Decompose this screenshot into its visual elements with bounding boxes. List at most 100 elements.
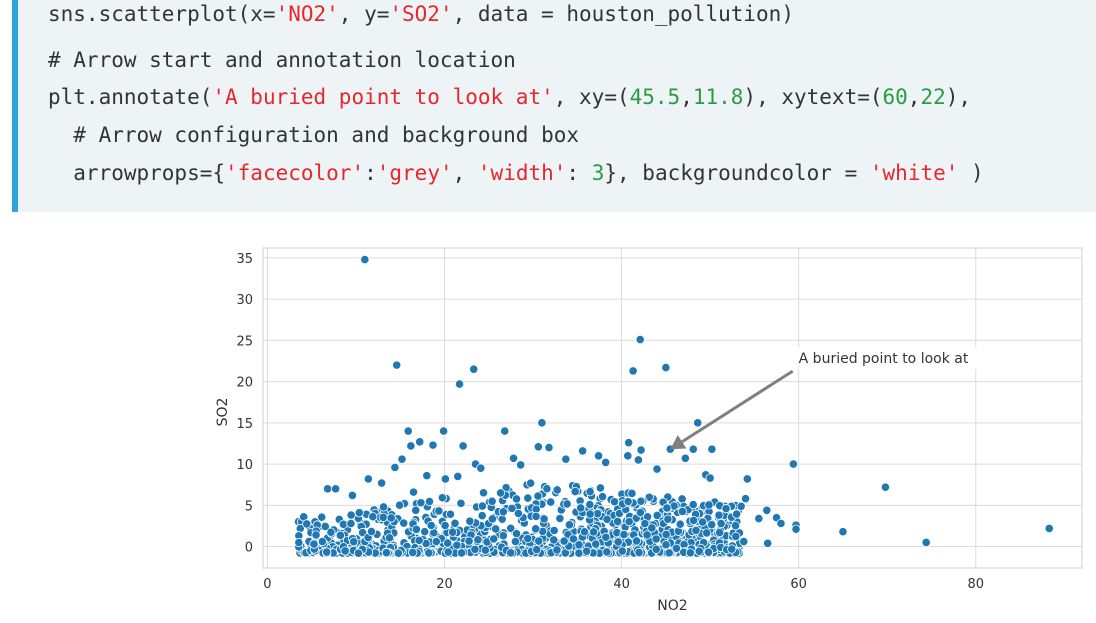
scatter-point (403, 426, 413, 436)
x-tick-label: 0 (263, 577, 271, 592)
scatter-point (439, 426, 449, 436)
annotation-arrow-shaft (681, 369, 794, 443)
scatter-point (322, 547, 332, 557)
scatter-point (533, 442, 543, 452)
scatter-point (392, 360, 402, 370)
annotation-arrowhead (670, 434, 687, 450)
scatter-point (624, 517, 634, 527)
scatter-point (739, 537, 749, 547)
scatter-point (661, 529, 671, 540)
scatter-point (431, 536, 441, 547)
y-tick-label: 30 (236, 293, 253, 308)
scatter-point (671, 543, 682, 553)
scatter-point (513, 508, 524, 519)
scatter-point (564, 520, 575, 530)
scatter-point (585, 499, 595, 510)
scatter-point (635, 334, 645, 345)
scatter-point (633, 455, 644, 465)
scatter-point (688, 499, 698, 510)
scatter-point (338, 519, 349, 529)
scatter-point (440, 520, 450, 531)
scatter-point (601, 457, 611, 468)
scatter-point (532, 545, 542, 555)
scatter-point (651, 534, 661, 544)
scatter-point (537, 418, 547, 428)
scatter-point (631, 536, 642, 546)
scatter-point (559, 536, 569, 546)
scatter-point (415, 437, 425, 447)
scatter-point (360, 254, 370, 265)
scatter-point (642, 530, 652, 540)
chart-svg: 0 20 40 60 80 0 5 10 15 20 25 30 35 A buried point t… (215, 247, 1083, 614)
scatter-point (516, 460, 526, 470)
scatter-point (434, 506, 444, 516)
scatter-point (549, 525, 559, 536)
scatter-point (601, 532, 611, 542)
scatter-point (489, 534, 499, 544)
scatter-point (457, 548, 467, 558)
scatter-point (664, 548, 674, 558)
scatter-point (609, 497, 620, 507)
scatter-point (549, 535, 559, 545)
scatter-point (363, 474, 373, 484)
scatter-point (408, 487, 419, 497)
code-line-2: # Arrow start and annotation location (48, 48, 516, 72)
y-tick-label: 20 (236, 376, 253, 391)
scatter-point (506, 523, 516, 533)
scatter-point (613, 537, 623, 547)
scatter-point (378, 502, 389, 512)
scatter-point (309, 539, 319, 549)
scatter-point (511, 529, 522, 539)
scatter-point (714, 510, 724, 520)
scatter-point (623, 497, 633, 507)
scatter-point (473, 535, 483, 545)
scatter-point (458, 441, 468, 451)
scatter-point (531, 524, 541, 534)
scatter-point (302, 519, 312, 529)
scatter-point (555, 513, 565, 524)
scatter-point (470, 544, 480, 554)
scatter-point (331, 484, 341, 494)
scatter-point (507, 503, 517, 513)
scatter-point (534, 536, 544, 546)
scatter-point (368, 512, 378, 522)
scatter-point (623, 451, 633, 461)
scatter-point (443, 538, 453, 548)
scatter-point (579, 527, 590, 537)
scatter-point (727, 544, 737, 554)
scatter-point (498, 507, 508, 517)
scatter-point (346, 518, 356, 529)
scatter-point (880, 482, 891, 492)
scatter-point (707, 520, 717, 530)
scatter-point (317, 536, 327, 547)
scatter-point (465, 516, 475, 526)
scatter-point (602, 514, 612, 524)
scatter-point (663, 514, 673, 524)
y-tick-label: 10 (236, 458, 253, 473)
scatter-point (508, 453, 519, 463)
scatter-point (624, 438, 634, 448)
scatter-point (414, 535, 424, 545)
scatter-point (377, 478, 387, 488)
scatter-point (704, 500, 714, 510)
code-line-4: # Arrow configuration and background box (48, 123, 580, 147)
scatter-point (595, 483, 606, 493)
scatter-point (454, 379, 465, 389)
scatter-point (491, 524, 501, 534)
scatter-point (617, 546, 627, 556)
scatter-point (742, 474, 752, 484)
scatter-point (628, 366, 638, 376)
scatter-point (478, 488, 489, 498)
scatter-point (422, 471, 432, 481)
scatter-point (740, 494, 751, 504)
scatter-point (445, 509, 456, 519)
scatter-point (562, 499, 572, 509)
scatter-point (416, 498, 426, 508)
scatter-point (662, 503, 672, 513)
scatter-point (424, 496, 435, 507)
scatter-point (353, 548, 364, 558)
scatter-point (591, 539, 601, 549)
scatter-point (443, 547, 453, 557)
scatter-point (354, 508, 364, 518)
scatter-point (730, 521, 741, 531)
